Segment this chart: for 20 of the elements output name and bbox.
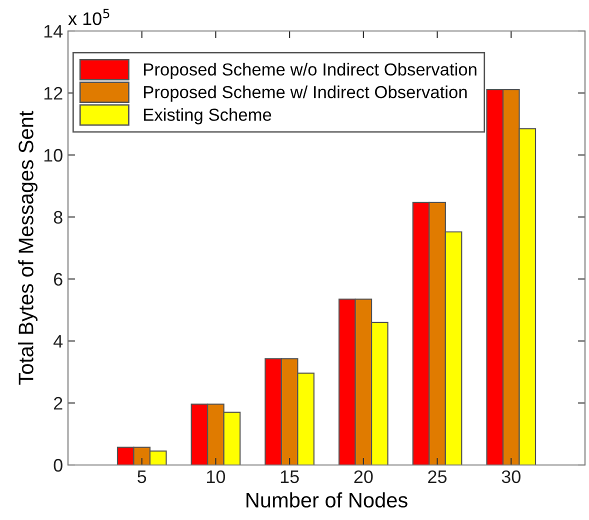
x-tick-label: 20 <box>354 470 373 484</box>
x-axis-title: Number of Nodes <box>246 492 408 508</box>
y-tick-label: 2 <box>54 396 62 410</box>
y-tick-label: 0 <box>54 458 62 472</box>
x-tick-label: 5 <box>138 470 146 484</box>
y-tick-label: 8 <box>54 210 62 224</box>
x-tick-label: 15 <box>280 470 299 484</box>
x-tick-label: 10 <box>207 470 226 484</box>
y-tick-label: 10 <box>44 148 62 162</box>
y-tick-label: 6 <box>54 272 62 286</box>
y-axis-title: Total Bytes of Messages Sent <box>18 110 38 385</box>
text: x 10$^{5}$ <box>68 8 110 26</box>
legend-label: Proposed Scheme w/ Indirect Observation <box>144 86 467 102</box>
x-tick-label: 30 <box>502 470 520 484</box>
legend-label: Existing Scheme <box>144 108 272 124</box>
x-tick-label: 25 <box>428 470 447 484</box>
legend-label: Proposed Scheme w/o Indirect Observation <box>144 62 476 80</box>
y-tick-label: 12 <box>44 86 62 100</box>
y-tick-label: 4 <box>54 335 63 348</box>
y-tick-label: 14 <box>44 25 63 38</box>
